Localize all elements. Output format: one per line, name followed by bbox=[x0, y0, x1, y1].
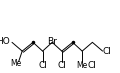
Text: Cl: Cl bbox=[103, 47, 111, 56]
Text: Cl: Cl bbox=[38, 61, 47, 70]
Text: Br: Br bbox=[47, 37, 57, 46]
Text: Cl: Cl bbox=[57, 61, 66, 70]
Text: HO: HO bbox=[0, 37, 10, 46]
Text: Me: Me bbox=[10, 59, 21, 68]
Text: Me: Me bbox=[77, 61, 88, 70]
Text: Cl: Cl bbox=[88, 61, 97, 70]
